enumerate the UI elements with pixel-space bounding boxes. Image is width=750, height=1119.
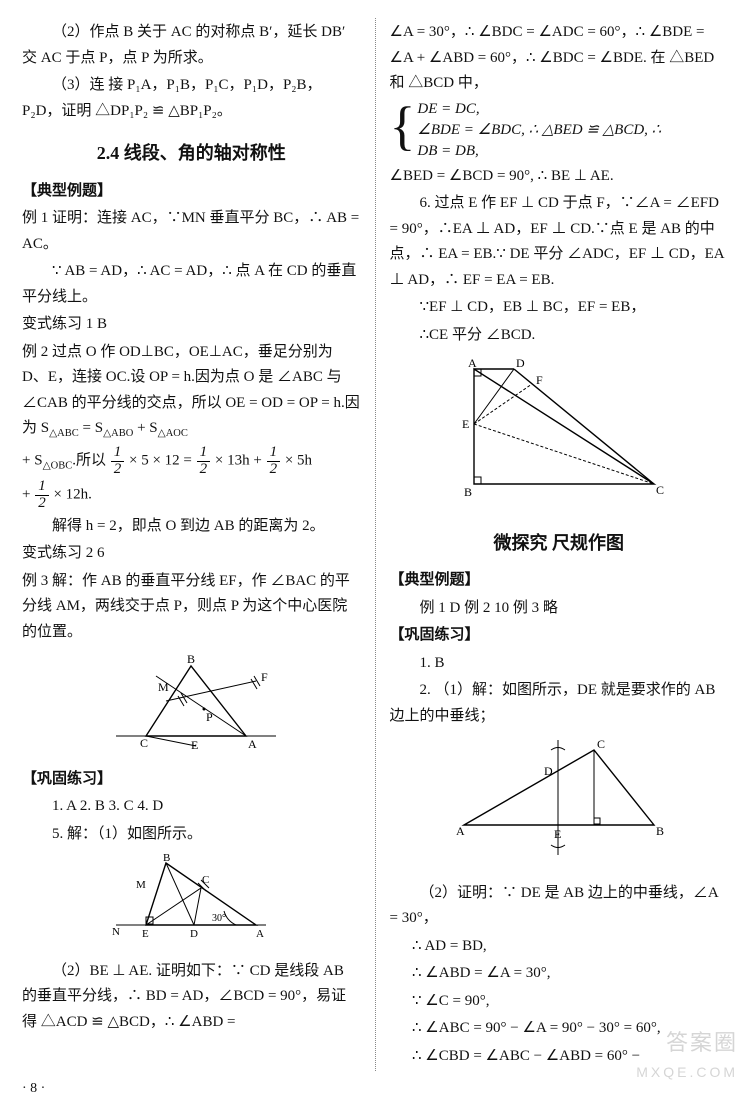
svg-text:C: C xyxy=(656,483,664,497)
svg-text:P: P xyxy=(206,710,213,724)
variant-1: 变式练习 1 B xyxy=(22,312,361,338)
svg-text:C: C xyxy=(597,737,605,751)
two-column-layout: （2）作点 B 关于 AC 的对称点 B′，延长 DB′ 交 AC 于点 P，点… xyxy=(22,18,728,1071)
ex2a-text: 例 2 过点 O 作 OD⊥BC，OE⊥AC，垂足分别为 D、E，连接 OC.设… xyxy=(22,344,360,437)
svg-text:E: E xyxy=(142,928,149,940)
pf3: ∵ ∠C = 90°, xyxy=(390,989,729,1015)
pf5: ∴ ∠CBD = ∠ABC − ∠ABD = 60° − xyxy=(390,1044,729,1070)
pf1: ∴ AD = BD, xyxy=(390,934,729,960)
svg-text:A: A xyxy=(456,824,465,838)
q5-part2: （2）BE ⊥ AE. 证明如下：∵ CD 是线段 AB 的垂直平分线，∴ BD… xyxy=(22,959,361,1036)
figure-adfebc: A D F E B C xyxy=(390,354,729,514)
right-column: ∠A = 30°，∴ ∠BDC = ∠ADC = 60°，∴ ∠BDE = ∠A… xyxy=(375,18,729,1071)
svg-text:A: A xyxy=(468,356,477,370)
svg-text:B: B xyxy=(163,853,170,864)
section-title-explore: 微探究 尺规作图 xyxy=(390,528,729,559)
ex2a-mid2: + S xyxy=(133,420,157,436)
svg-text:C: C xyxy=(202,874,209,886)
svg-text:E: E xyxy=(191,738,198,751)
page-number: · 8 · xyxy=(22,1077,728,1101)
ex2b-eq3: × 5h xyxy=(285,453,312,469)
svg-text:E: E xyxy=(462,417,469,431)
svg-text:30°: 30° xyxy=(212,913,226,924)
svg-text:D: D xyxy=(190,928,198,940)
ex2a-mid: = S xyxy=(79,420,103,436)
svg-text:M: M xyxy=(158,680,169,694)
figure-triangle-ef: B M F C P A E xyxy=(22,651,361,761)
ex2a-sub3: △AOC xyxy=(158,428,188,439)
svg-text:E: E xyxy=(554,827,561,841)
section-title-2-4: 2.4 线段、角的轴对称性 xyxy=(22,138,361,169)
brace-line-1: DE = DC, xyxy=(417,99,661,120)
ex2c-pre: + xyxy=(22,487,34,503)
example-2d: 解得 h = 2，即点 O 到边 AB 的距离为 2。 xyxy=(22,514,361,540)
figure-de-perp: C D A E B xyxy=(390,735,729,875)
ex2c-post: × 12h. xyxy=(53,487,91,503)
para-2: （2）作点 B 关于 AC 的对称点 B′，延长 DB′ 交 AC 于点 P，点… xyxy=(22,20,361,71)
svg-text:D: D xyxy=(516,356,525,370)
svg-text:C: C xyxy=(140,736,148,750)
heading-dxlt2: 【典型例题】 xyxy=(390,568,729,594)
svg-text:B: B xyxy=(187,652,195,666)
ex-row: 例 1 D 例 2 10 例 3 略 xyxy=(390,596,729,622)
left-column: （2）作点 B 关于 AC 的对称点 B′，延长 DB′ 交 AC 于点 P，点… xyxy=(22,18,361,1071)
brace-line-3: DB = DB, xyxy=(417,141,661,162)
heading-gglx: 【巩固练习】 xyxy=(22,767,361,793)
brace-line-2: ∠BDE = ∠BDC, ∴ △BED ≌ △BCD, ∴ xyxy=(417,120,661,141)
figure-triangle-30: B M C N E D A 30° xyxy=(22,853,361,953)
example-1: 例 1 证明：连接 AC，∵MN 垂直平分 BC，∴ AB = AC。 xyxy=(22,206,361,257)
ex2b-post: .所以 xyxy=(72,453,110,469)
svg-text:D: D xyxy=(544,764,553,778)
ex2a-sub1: △ABC xyxy=(49,428,79,439)
svg-text:F: F xyxy=(536,373,543,387)
q5: 5. 解：（1）如图所示。 xyxy=(22,822,361,848)
svg-text:B: B xyxy=(656,824,664,838)
right-p2: ∠BED = ∠BCD = 90°, ∴ BE ⊥ AE. xyxy=(390,164,729,190)
rq1: 1. B xyxy=(390,651,729,677)
svg-text:A: A xyxy=(248,737,257,751)
example-2b: + S△OBC.所以 12 × 5 × 12 = 12 × 13h + 12 ×… xyxy=(22,445,361,478)
ex2b-pre: + S xyxy=(22,453,43,469)
example-2c: + 12 × 12h. xyxy=(22,479,361,512)
proof-head: （2）证明：∵ DE 是 AB 边上的中垂线，∠A = 30°， xyxy=(390,881,729,932)
ex2b-sub: △OBC xyxy=(43,461,73,472)
heading-dxlt: 【典型例题】 xyxy=(22,179,361,205)
ex2b-eq2: × 13h + xyxy=(215,453,266,469)
pf4: ∴ ∠ABC = 90° − ∠A = 90° − 30° = 60°, xyxy=(390,1016,729,1042)
q6b: ∵EF ⊥ CD，EB ⊥ BC，EF = EB， xyxy=(390,295,729,321)
svg-text:M: M xyxy=(136,879,146,891)
svg-text:N: N xyxy=(112,926,120,938)
heading-gglx2: 【巩固练习】 xyxy=(390,623,729,649)
pf2: ∴ ∠ABD = ∠A = 30°, xyxy=(390,961,729,987)
ex2a-sub2: △ABO xyxy=(103,428,133,439)
svg-text:A: A xyxy=(256,928,264,940)
para-3: （3）连 接 P₁A，P₁B，P₁C，P₁D，P₂B，P₂D，证明 △DP₁P₂… xyxy=(22,73,361,124)
svg-text:F: F xyxy=(261,670,268,684)
q6a: 6. 过点 E 作 EF ⊥ CD 于点 F，∵∠A = ∠EFD = 90°，… xyxy=(390,191,729,293)
ex2b-eq1: × 5 × 12 = xyxy=(129,453,196,469)
rq2: 2. （1）解：如图所示，DE 就是要求作的 AB 边上的中垂线； xyxy=(390,678,729,729)
right-p1: ∠A = 30°，∴ ∠BDC = ∠ADC = 60°，∴ ∠BDE = ∠A… xyxy=(390,20,729,97)
brace-system: { DE = DC, ∠BDE = ∠BDC, ∴ △BED ≌ △BCD, ∴… xyxy=(390,99,729,162)
variant-2: 变式练习 2 6 xyxy=(22,541,361,567)
answers-1-4: 1. A 2. B 3. C 4. D xyxy=(22,794,361,820)
example-2a: 例 2 过点 O 作 OD⊥BC，OE⊥AC，垂足分别为 D、E，连接 OC.设… xyxy=(22,340,361,443)
q6c: ∴CE 平分 ∠BCD. xyxy=(390,323,729,349)
example-1b: ∵ AB = AD，∴ AC = AD，∴ 点 A 在 CD 的垂直平分线上。 xyxy=(22,259,361,310)
example-3: 例 3 解：作 AB 的垂直平分线 EF，作 ∠BAC 的平分线 AM，两线交于… xyxy=(22,569,361,646)
left-brace-icon: { xyxy=(390,99,416,162)
svg-text:B: B xyxy=(464,485,472,499)
